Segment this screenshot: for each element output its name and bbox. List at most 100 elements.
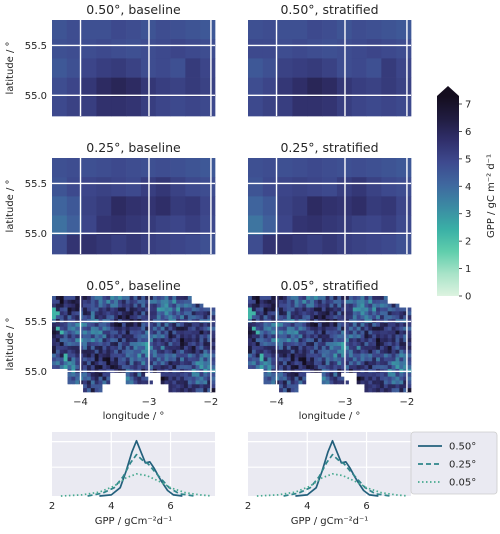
heatmap-cell — [59, 296, 64, 301]
heatmap-cell — [155, 77, 171, 98]
heatmap-cell — [176, 334, 181, 339]
heatmap-cell — [345, 311, 350, 316]
heatmap-cell — [282, 357, 288, 362]
heatmap-cell — [160, 303, 165, 308]
heatmap-cell — [255, 361, 260, 366]
heatmap-cell — [352, 380, 358, 385]
heatmap-cell — [306, 315, 311, 320]
heatmap-cell — [248, 303, 253, 308]
heatmap-cell — [199, 334, 204, 339]
heatmap-cell — [67, 307, 72, 312]
heatmap-cell — [381, 215, 397, 236]
heatmap-cell — [407, 380, 412, 385]
heatmap-cell — [160, 307, 165, 312]
heatmap-cell — [259, 307, 264, 312]
heatmap-cell — [75, 365, 80, 370]
heatmap-cell — [106, 376, 111, 381]
heatmap-cell — [372, 326, 377, 331]
heatmap-cell — [321, 353, 326, 358]
heatmap-cell — [403, 380, 408, 385]
heatmap-cell — [170, 39, 186, 59]
heatmap-cell — [126, 39, 142, 59]
heatmap-cell — [352, 361, 358, 366]
heatmap-cell — [180, 376, 185, 381]
heatmap-cell — [145, 388, 150, 393]
heatmap-cell — [310, 353, 315, 358]
heatmap-cell — [180, 338, 185, 343]
heatmap-cell — [351, 215, 367, 236]
heatmap-cell — [94, 311, 99, 316]
heatmap-cell — [407, 376, 412, 381]
heatmap-cell — [172, 349, 177, 354]
heatmap-cell — [125, 299, 130, 305]
heatmap-cell — [83, 365, 88, 370]
heatmap-cell — [360, 353, 365, 358]
heatmap-cell — [306, 322, 311, 328]
heatmap-cell — [307, 196, 323, 216]
heatmap-cell — [399, 334, 404, 339]
heatmap-cell — [168, 376, 173, 381]
heatmap-cell — [94, 338, 99, 343]
heatmap-cell — [379, 380, 385, 385]
heatmap-cell — [302, 307, 307, 312]
heatmap-cell — [187, 326, 193, 331]
heatmap-cell — [90, 299, 96, 305]
heatmap-cell — [75, 330, 80, 335]
heatmap-cell — [152, 296, 158, 301]
heatmap-cell — [277, 196, 293, 216]
heatmap-cell — [282, 372, 288, 377]
heatmap-cell — [302, 303, 307, 308]
heatmap-cell — [55, 326, 61, 331]
heatmap-cell — [172, 307, 177, 312]
heatmap-cell — [307, 39, 323, 59]
heatmap-cell — [199, 357, 204, 362]
heatmap-cell — [164, 388, 169, 393]
heatmap-cell — [94, 334, 99, 339]
heatmap-cell — [126, 177, 142, 197]
heatmap-cell — [55, 361, 61, 366]
heatmap-cell — [90, 376, 96, 381]
heatmap-cell — [191, 380, 196, 385]
heatmap-cell — [187, 322, 193, 328]
heatmap-cell — [403, 338, 408, 343]
heatmap-cell — [348, 372, 354, 377]
heatmap-cell — [321, 311, 326, 316]
heatmap-cell — [203, 353, 208, 358]
heatmap-cell — [141, 345, 146, 351]
heatmap-cell — [267, 330, 272, 335]
heatmap-cell — [275, 303, 280, 308]
heatmap-cell — [185, 58, 201, 78]
heatmap-cell — [345, 384, 350, 389]
heatmap-cell — [333, 384, 338, 389]
heatmap-cell — [317, 322, 323, 328]
heatmap-cell — [275, 311, 280, 316]
heatmap-cell — [156, 388, 162, 393]
heatmap-cell — [172, 376, 177, 381]
heatmap-cell — [94, 361, 99, 366]
heatmap-cell — [282, 307, 288, 312]
heatmap-cell — [317, 315, 323, 320]
heatmap-cell — [71, 361, 76, 366]
heatmap-cell — [110, 311, 115, 316]
heatmap-cell — [329, 380, 334, 385]
heatmap-cell — [180, 326, 185, 331]
heatmap-cell — [114, 334, 119, 339]
heatmap-cell — [255, 357, 260, 362]
heatmap-cell — [67, 384, 72, 389]
heatmap-cell — [407, 330, 412, 335]
heatmap-cell — [271, 307, 276, 312]
heatmap-cell — [313, 299, 319, 305]
heatmap-cell — [333, 296, 338, 301]
heatmap-cell — [90, 361, 96, 366]
heatmap-cell — [341, 299, 346, 305]
heatmap-cell — [145, 338, 150, 343]
heatmap-cell — [98, 334, 103, 339]
heatmap-cell — [114, 296, 119, 301]
heatmap-cell — [187, 380, 193, 385]
heatmap-cell — [156, 296, 162, 301]
heatmap-cell — [348, 353, 354, 358]
heatmap-cell — [322, 196, 338, 216]
heatmap-cell — [356, 342, 361, 347]
heatmap-cell — [187, 315, 193, 320]
heatmap-cell — [251, 349, 257, 354]
